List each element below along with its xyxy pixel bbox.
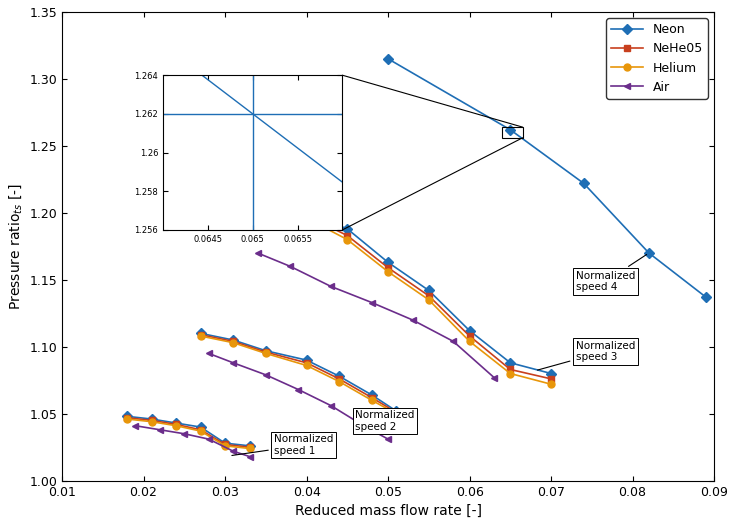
Bar xyxy=(502,127,523,138)
Air xyxy=(180,430,189,437)
Helium xyxy=(196,428,205,434)
Air xyxy=(155,427,164,433)
Helium xyxy=(220,443,229,449)
Line: Neon: Neon xyxy=(123,413,253,449)
Helium xyxy=(245,445,254,452)
Air xyxy=(131,423,140,429)
Legend: Neon, NeHe05, Helium, Air: Neon, NeHe05, Helium, Air xyxy=(606,18,708,99)
Text: Normalized
speed 1: Normalized speed 1 xyxy=(232,434,334,456)
Helium xyxy=(123,416,132,422)
Text: Normalized
speed 3: Normalized speed 3 xyxy=(537,341,635,370)
Text: Normalized
speed 4: Normalized speed 4 xyxy=(576,255,647,292)
Neon xyxy=(123,413,132,419)
Line: Air: Air xyxy=(132,422,253,460)
Neon xyxy=(196,424,205,430)
X-axis label: Reduced mass flow rate [-]: Reduced mass flow rate [-] xyxy=(295,504,481,518)
Neon xyxy=(172,420,181,426)
Air xyxy=(229,448,237,454)
Air xyxy=(245,454,254,460)
Line: NeHe05: NeHe05 xyxy=(123,414,253,450)
NeHe05 xyxy=(196,427,205,433)
NeHe05 xyxy=(220,442,229,448)
Y-axis label: Pressure ratio$_{ts}$ [-]: Pressure ratio$_{ts}$ [-] xyxy=(7,183,24,310)
Neon xyxy=(220,440,229,446)
Neon xyxy=(147,416,156,422)
Helium xyxy=(172,423,181,429)
NeHe05 xyxy=(147,417,156,424)
Neon xyxy=(245,443,254,449)
NeHe05 xyxy=(123,415,132,421)
Air xyxy=(204,436,213,442)
NeHe05 xyxy=(245,444,254,450)
Line: Helium: Helium xyxy=(123,416,253,452)
Text: Normalized
speed 2: Normalized speed 2 xyxy=(356,410,415,432)
NeHe05 xyxy=(172,421,181,427)
Helium xyxy=(147,418,156,425)
